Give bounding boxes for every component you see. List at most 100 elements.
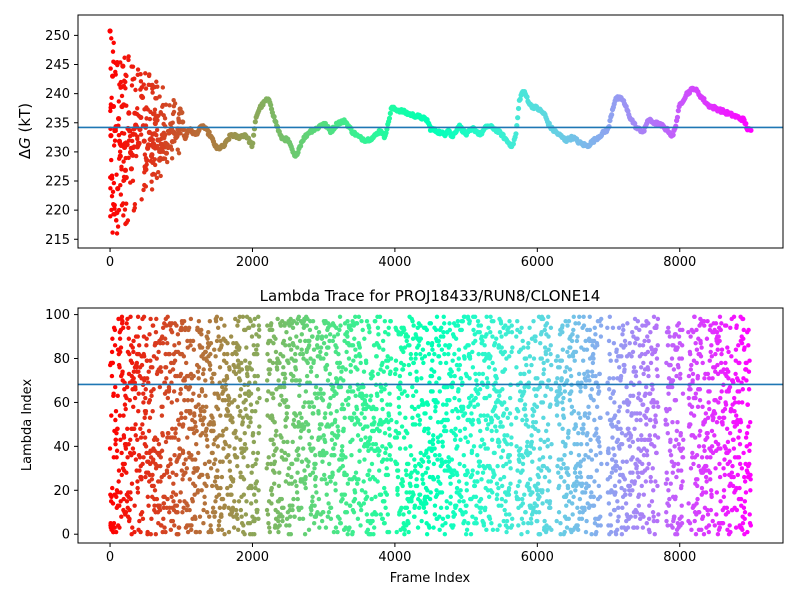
lambda-point <box>561 415 567 421</box>
lambda-point <box>170 470 175 475</box>
lambda-point <box>480 437 485 442</box>
lambda-point <box>366 441 372 447</box>
lambda-point <box>310 334 315 339</box>
lambda-point <box>140 430 145 436</box>
lambda-point <box>564 525 570 530</box>
lambda-point <box>406 461 411 467</box>
lambda-point <box>696 463 701 469</box>
lambda-y-axis-label: Lambda Index <box>20 379 35 472</box>
lambda-point <box>742 499 748 504</box>
lambda-point <box>404 472 409 478</box>
lambda-point <box>445 384 450 390</box>
lambda-point <box>485 384 490 390</box>
lambda-point <box>463 510 468 515</box>
lambda-point <box>207 362 213 368</box>
lambda-point <box>450 358 455 363</box>
lambda-point <box>484 395 489 401</box>
lambda-point <box>293 351 298 357</box>
lambda-point <box>252 316 258 322</box>
lambda-point <box>350 529 355 535</box>
lambda-point <box>303 389 309 394</box>
lambda-point <box>560 347 566 352</box>
lambda-point <box>423 411 428 416</box>
lambda-point <box>705 507 710 513</box>
lambda-point <box>732 409 737 414</box>
lambda-point <box>568 373 574 379</box>
lambda-point <box>561 395 566 401</box>
lambda-point <box>273 349 279 355</box>
lambda-point <box>431 461 437 467</box>
lambda-point <box>158 369 164 374</box>
lambda-point <box>517 479 522 484</box>
lambda-point <box>233 507 239 513</box>
lambda-point <box>695 373 701 379</box>
lambda-point <box>280 354 286 359</box>
lambda-point <box>168 461 173 467</box>
lambda-point <box>697 433 702 438</box>
lambda-point <box>288 514 293 519</box>
lambda-point <box>709 428 715 434</box>
lambda-point <box>234 435 239 440</box>
lambda-point <box>701 318 707 324</box>
lambda-point <box>219 474 225 480</box>
delta-g-point <box>132 202 138 207</box>
lambda-point <box>727 384 733 390</box>
lambda-point <box>362 336 367 341</box>
lambda-point <box>714 512 719 517</box>
lambda-point <box>718 395 723 401</box>
lambda-point <box>358 523 363 528</box>
lambda-point <box>362 457 367 462</box>
lambda-point <box>546 314 551 319</box>
lambda-point <box>421 360 426 366</box>
lambda-point <box>323 525 329 530</box>
lambda-point <box>562 389 568 394</box>
lambda-point <box>526 369 532 374</box>
lambda-point <box>382 318 388 324</box>
lambda-point <box>701 444 707 449</box>
lambda-point <box>358 360 363 366</box>
lambda-point <box>453 433 459 438</box>
lambda-point <box>372 420 377 425</box>
lambda-point <box>665 430 670 436</box>
lambda-point <box>251 492 257 497</box>
lambda-point <box>585 373 591 379</box>
lambda-point <box>472 404 477 410</box>
lambda-point <box>302 481 307 486</box>
lambda-point <box>216 492 222 497</box>
lambda-point <box>328 505 334 511</box>
lambda-point <box>639 351 645 357</box>
lambda-point <box>534 488 540 493</box>
lambda-point <box>222 398 228 403</box>
lambda-point <box>329 437 335 442</box>
lambda-point <box>235 323 240 328</box>
lambda-point <box>654 450 659 456</box>
lambda-point <box>331 529 337 535</box>
lambda-point <box>462 314 467 319</box>
lambda-point <box>468 400 473 405</box>
lambda-point <box>456 415 461 421</box>
lambda-point <box>370 369 375 374</box>
lambda-point <box>571 409 577 414</box>
lambda-point <box>476 420 482 425</box>
lambda-point <box>695 483 700 489</box>
lambda-point <box>494 492 500 497</box>
lambda-point <box>576 411 581 416</box>
lambda-point <box>497 329 503 335</box>
lambda-point <box>586 483 592 489</box>
lambda-point <box>708 349 713 355</box>
lambda-point <box>519 325 524 330</box>
lambda-point <box>676 441 681 447</box>
lambda-point <box>592 417 597 423</box>
lambda-point <box>146 503 151 508</box>
lambda-point <box>355 516 361 522</box>
lambda-point <box>307 327 313 333</box>
lambda-point <box>643 415 649 421</box>
lambda-point <box>587 411 592 416</box>
lambda-point <box>465 470 470 475</box>
lambda-point <box>183 470 188 475</box>
lambda-point <box>697 387 703 392</box>
lambda-point <box>492 367 498 372</box>
lambda-point <box>723 446 728 451</box>
lambda-point <box>382 329 388 335</box>
lambda-point <box>386 332 391 337</box>
